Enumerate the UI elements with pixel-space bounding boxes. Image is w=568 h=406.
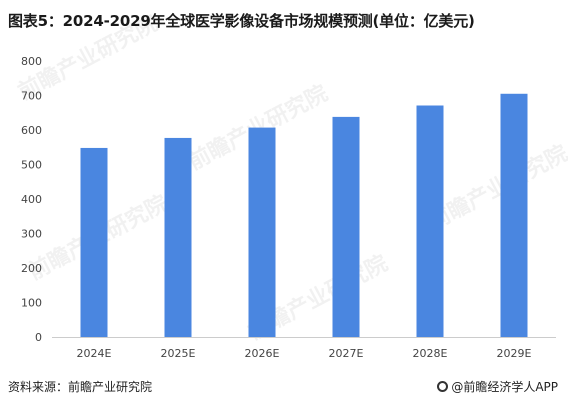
x-tick-label: 2026E [245,347,280,360]
bar-2026E [248,127,276,338]
bar-2029E [500,93,528,338]
x-tick-label: 2024E [77,347,112,360]
y-tick-label: 200 [21,262,42,275]
bar-2024E [80,147,108,337]
bar-2028E [416,105,444,337]
bar-2027E [332,116,360,337]
brand-label: @前瞻经济学人APP [451,380,558,394]
x-tick-label: 2025E [161,347,196,360]
y-tick-label: 400 [21,193,42,206]
y-tick-label: 600 [21,124,42,137]
y-tick-label: 500 [21,159,42,172]
bar-2025E [164,137,192,337]
y-axis: 0 100 200 300 400 500 600 700 800 [21,55,42,344]
x-tick-label: 2029E [497,347,532,360]
y-tick-label: 700 [21,90,42,103]
brand-logo-icon [437,381,449,392]
x-tick-label: 2028E [413,347,448,360]
y-tick-label: 800 [21,55,42,68]
y-tick-label: 300 [21,228,42,241]
y-tick-label: 100 [21,297,42,310]
source-note: 资料来源：前瞻产业研究院 [8,380,153,394]
bars-group [80,93,528,338]
y-tick-label: 0 [35,331,42,344]
brand-credit: @前瞻经济学人APP [437,378,558,395]
chart-title: 图表5：2024-2029年全球医学影像设备市场规模预测(单位：亿美元) [8,12,475,30]
x-tick-label: 2027E [329,347,364,360]
x-axis: 2024E 2025E 2026E 2027E 2028E 2029E [77,347,532,360]
